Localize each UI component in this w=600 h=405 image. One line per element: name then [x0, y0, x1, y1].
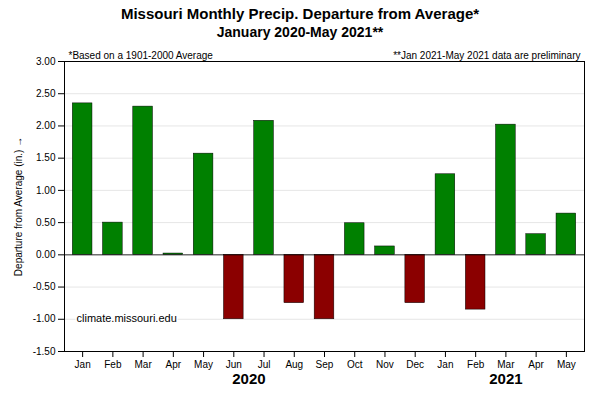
svg-text:Feb: Feb: [467, 359, 485, 370]
svg-text:2.00: 2.00: [36, 120, 56, 131]
html-text:Missouri Monthly Precip. Depar: Missouri Monthly Precip. Departure from …: [120, 5, 480, 22]
svg-text:Dec: Dec: [406, 359, 424, 370]
svg-text:2.50: 2.50: [36, 88, 56, 99]
svg-text:2020: 2020: [232, 370, 265, 387]
svg-text:-1.00: -1.00: [33, 313, 56, 324]
svg-text:Mar: Mar: [134, 359, 152, 370]
svg-text:Sep: Sep: [316, 359, 334, 370]
svg-text:Jul: Jul: [258, 359, 271, 370]
svg-text:-0.50: -0.50: [33, 281, 56, 292]
svg-text:Jun: Jun: [226, 359, 242, 370]
svg-text:1.50: 1.50: [36, 152, 56, 163]
svg-text:Apr: Apr: [166, 359, 182, 370]
html-text:January 2020-May 2021**: January 2020-May 2021**: [216, 24, 384, 40]
svg-text:0.50: 0.50: [36, 217, 56, 228]
svg-text:1.00: 1.00: [36, 185, 56, 196]
svg-text:-1.50: -1.50: [33, 346, 56, 357]
svg-text:0.00: 0.00: [36, 249, 56, 260]
svg-text:May: May: [557, 359, 576, 370]
svg-text:Aug: Aug: [285, 359, 303, 370]
svg-text:Feb: Feb: [104, 359, 122, 370]
svg-text:climate.missouri.edu: climate.missouri.edu: [77, 312, 177, 324]
svg-text:Jan: Jan: [437, 359, 453, 370]
svg-text:Departure from Average (in.) →: Departure from Average (in.) →: [13, 137, 24, 276]
svg-text:3.00: 3.00: [36, 56, 56, 67]
svg-text:**Jan 2021-May 2021 data are p: **Jan 2021-May 2021 data are preliminary: [393, 50, 580, 61]
svg-text:2021: 2021: [489, 370, 522, 387]
svg-text:Mar: Mar: [497, 359, 515, 370]
svg-text:Apr: Apr: [528, 359, 544, 370]
svg-text:Jan: Jan: [75, 359, 91, 370]
svg-text:May: May: [194, 359, 213, 370]
svg-text:*Based on a 1901-2000 Average: *Based on a 1901-2000 Average: [69, 50, 214, 61]
svg-text:Oct: Oct: [347, 359, 363, 370]
svg-text:Nov: Nov: [376, 359, 394, 370]
